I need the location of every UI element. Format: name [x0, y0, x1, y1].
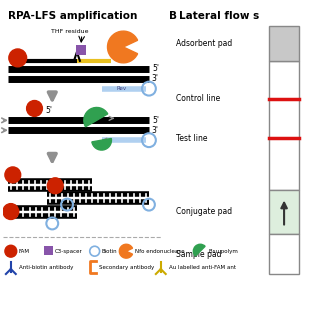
Text: 5': 5' [152, 64, 159, 73]
Text: probe: probe [33, 66, 51, 71]
Text: C3-spacer: C3-spacer [55, 249, 83, 254]
Bar [76, 45, 86, 55]
Text: Control line: Control line [176, 94, 220, 103]
Text: Test line: Test line [176, 134, 207, 143]
Text: Anti-biotin antibody: Anti-biotin antibody [19, 265, 73, 269]
Text: 5': 5' [152, 116, 159, 125]
Bar [269, 61, 299, 190]
Wedge shape [108, 31, 138, 63]
Text: Nfo endonuclease: Nfo endonuclease [135, 249, 185, 254]
Text: Rev: Rev [116, 86, 126, 91]
Bar [269, 234, 299, 274]
Text: 3': 3' [152, 74, 159, 83]
Circle shape [5, 167, 21, 183]
Text: Bsu polym: Bsu polym [209, 249, 238, 254]
Wedge shape [84, 108, 108, 127]
Text: Conjugate pad: Conjugate pad [176, 207, 232, 216]
Text: FAM: FAM [19, 249, 30, 254]
Bar [269, 26, 299, 61]
Circle shape [27, 100, 42, 116]
Text: THF residue: THF residue [51, 29, 89, 34]
Circle shape [47, 178, 63, 194]
Text: Sample pad: Sample pad [176, 250, 221, 259]
Text: Adsorbent pad: Adsorbent pad [176, 38, 232, 48]
Circle shape [3, 204, 19, 220]
Wedge shape [92, 139, 111, 150]
Text: Au labelled anti-FAM ant: Au labelled anti-FAM ant [169, 265, 236, 269]
Circle shape [9, 49, 27, 67]
Bar [269, 190, 299, 234]
Text: RPA-LFS amplification: RPA-LFS amplification [8, 11, 137, 21]
Circle shape [5, 245, 17, 257]
Text: Lateral flow s: Lateral flow s [179, 11, 259, 21]
Bar [44, 246, 53, 255]
Text: 3': 3' [152, 126, 159, 135]
Text: Secondary antibody: Secondary antibody [99, 265, 154, 269]
Text: 5': 5' [45, 106, 52, 115]
Text: B: B [169, 11, 177, 21]
Text: Biotin: Biotin [101, 249, 117, 254]
Wedge shape [119, 244, 132, 258]
Wedge shape [193, 244, 205, 256]
